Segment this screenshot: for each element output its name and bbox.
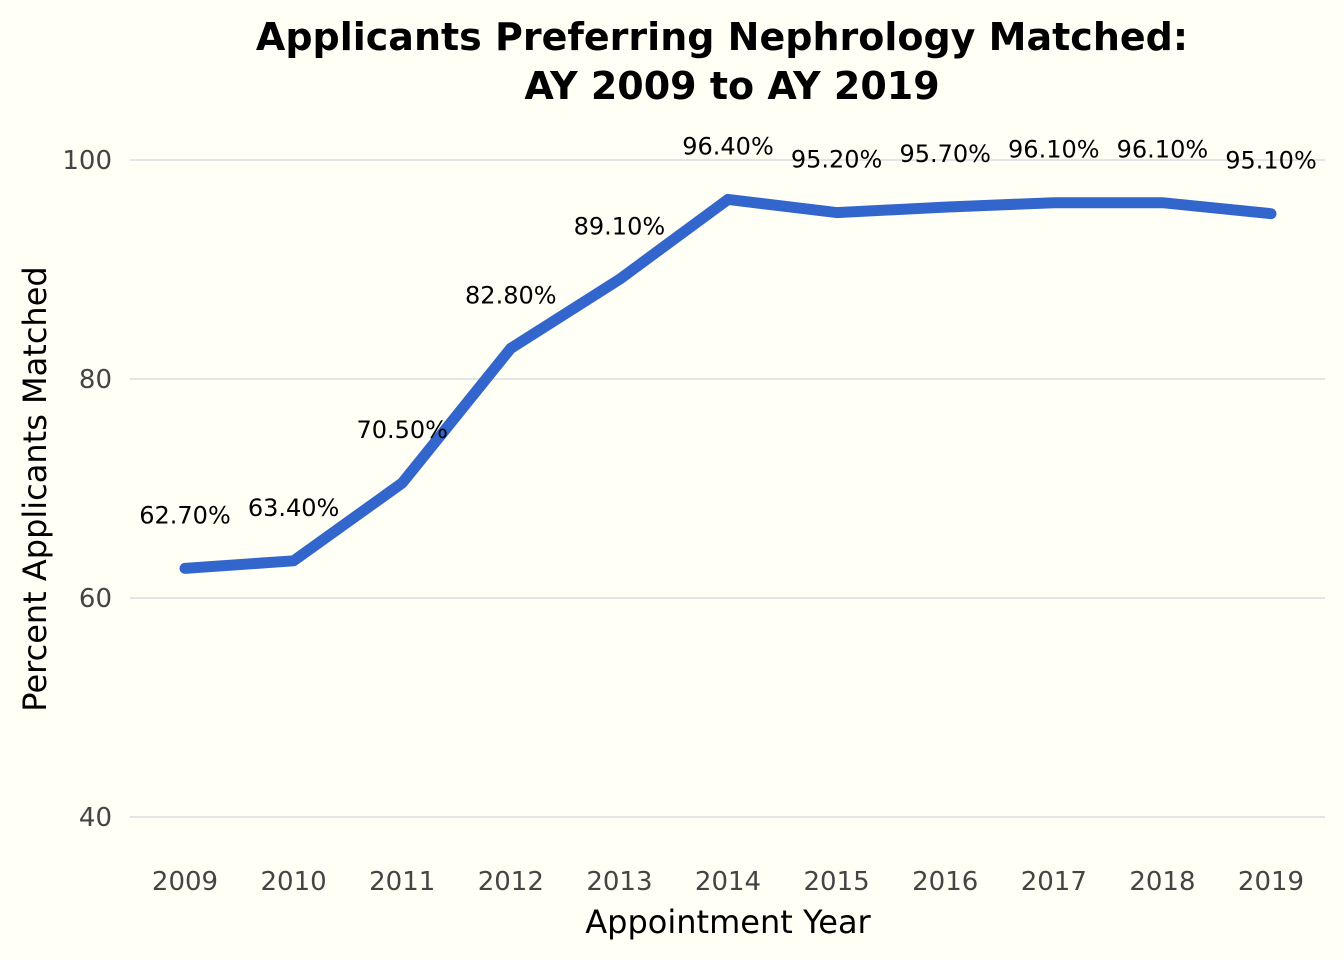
data-label: 95.20%: [791, 146, 883, 174]
x-tick-label: 2016: [912, 867, 978, 897]
data-label: 82.80%: [465, 281, 557, 309]
data-label: 62.70%: [139, 501, 231, 529]
data-label: 95.10%: [1225, 147, 1317, 175]
chart-title-line-2: AY 2009 to AY 2019: [524, 64, 939, 108]
y-tick-label: 40: [79, 803, 112, 833]
data-label: 96.10%: [1117, 136, 1209, 164]
data-labels: 62.70% 63.40% 70.50% 82.80% 89.10% 96.40% 95.2…: [139, 132, 1317, 529]
y-tick-label: 80: [79, 365, 112, 395]
x-axis-label: Appointment Year: [585, 903, 871, 941]
x-axis-ticks: 2009 2010 2011 2012 2013 2014 2015 2016 2017 2018…: [152, 867, 1304, 897]
data-label: 96.10%: [1008, 136, 1100, 164]
x-tick-label: 2009: [152, 867, 218, 897]
x-tick-label: 2013: [586, 867, 652, 897]
x-tick-label: 2018: [1129, 867, 1195, 897]
x-tick-label: 2011: [369, 867, 435, 897]
data-label: 89.10%: [574, 212, 666, 240]
y-axis-ticks: 40 60 80 100: [62, 146, 112, 833]
y-axis-label: Percent Applicants Matched: [16, 266, 54, 711]
y-tick-label: 100: [62, 146, 112, 176]
chart-title-line-1: Applicants Preferring Nephrology Matched…: [256, 15, 1188, 59]
x-tick-label: 2017: [1021, 867, 1087, 897]
x-tick-label: 2019: [1238, 867, 1304, 897]
x-tick-label: 2014: [695, 867, 761, 897]
x-tick-label: 2015: [804, 867, 870, 897]
data-label: 63.40%: [248, 494, 340, 522]
x-tick-label: 2012: [478, 867, 544, 897]
data-label: 70.50%: [356, 416, 448, 444]
data-label: 96.40%: [682, 132, 774, 160]
gridlines: [130, 159, 1325, 818]
series-line: [179, 193, 1277, 574]
x-tick-label: 2010: [261, 867, 327, 897]
y-tick-label: 60: [79, 584, 112, 614]
data-label: 95.70%: [899, 140, 991, 168]
